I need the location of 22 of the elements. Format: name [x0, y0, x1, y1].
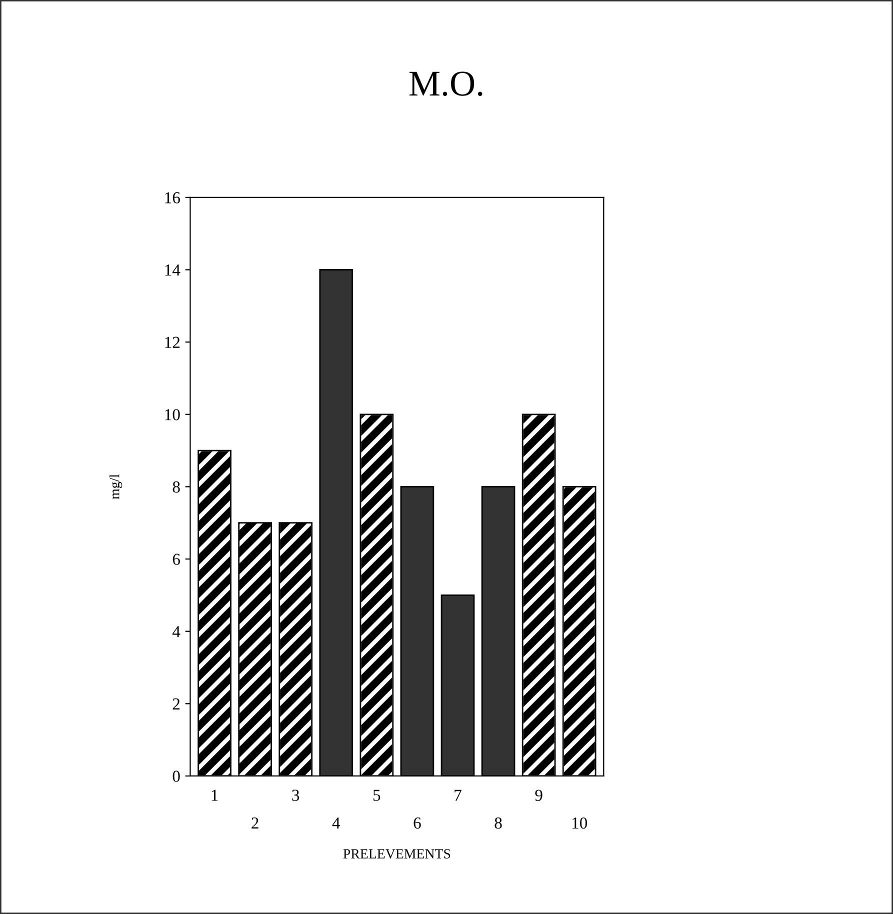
- y-tick-label: 4: [172, 626, 180, 638]
- x-tick-label: 4: [332, 818, 340, 829]
- x-tick-label: 3: [292, 790, 300, 801]
- y-axis-title: mg/l: [110, 474, 122, 500]
- y-tick-label: 12: [165, 336, 180, 348]
- y-tick-label: 16: [165, 192, 180, 204]
- y-tick-label: 8: [172, 481, 180, 493]
- x-tick-label: 7: [454, 790, 462, 801]
- x-tick-label: 6: [414, 817, 421, 829]
- x-tick-label: 1: [212, 790, 218, 801]
- x-axis-title: PRELEVEMENTS: [343, 849, 450, 859]
- x-tick-label: 9: [535, 790, 542, 801]
- y-tick-label: 6: [172, 554, 180, 565]
- y-tick-label: 10: [165, 409, 180, 420]
- x-tick-label: 10: [572, 817, 588, 829]
- x-tick-label: 8: [494, 817, 502, 829]
- y-tick-label: 2: [172, 698, 180, 710]
- x-tick-label: 5: [373, 790, 380, 801]
- x-tick-label: 2: [252, 817, 258, 829]
- y-tick-label: 0: [172, 770, 180, 782]
- y-tick-label: 14: [165, 264, 180, 276]
- chart-title: M.O.: [409, 72, 482, 96]
